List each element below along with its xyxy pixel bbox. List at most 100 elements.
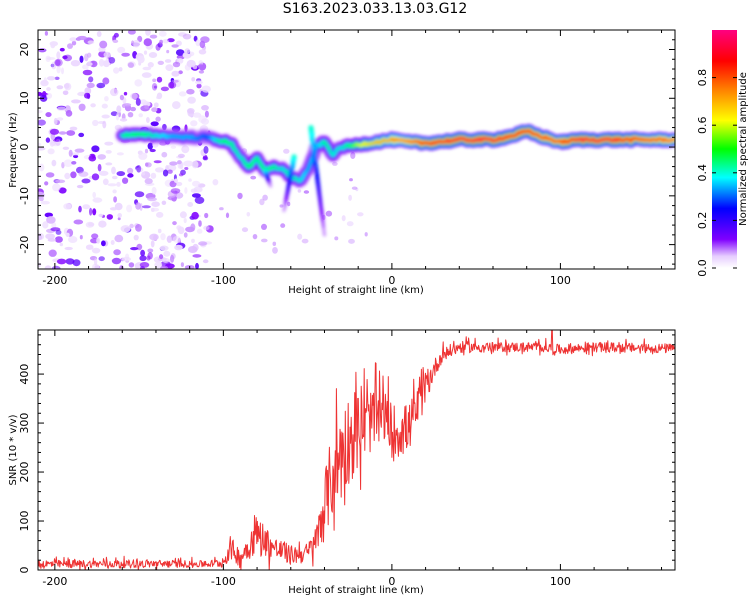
noise-blob — [110, 240, 115, 245]
noise-blob — [106, 214, 114, 220]
noise-blob — [157, 60, 164, 65]
colorbar: 0.0 0.2 0.4 0.6 0.8 Normalized spectral ampl… — [696, 30, 749, 277]
noise-blob — [163, 250, 171, 257]
noise-blob — [99, 40, 108, 49]
noise-blob — [84, 53, 89, 62]
noise-blob — [170, 188, 181, 194]
x-tick-label: -100 — [211, 575, 236, 588]
noise-blob — [128, 262, 135, 268]
noise-blob — [108, 57, 116, 64]
noise-blob — [130, 92, 138, 100]
noise-blob — [145, 30, 151, 36]
noise-blob — [195, 39, 201, 47]
noise-blob — [201, 85, 211, 93]
x-tick-label: 100 — [550, 274, 571, 287]
noise-blob — [203, 225, 210, 231]
top-y-axis-label: Frequency (Hz) — [8, 112, 19, 188]
y-tick-label: 200 — [18, 462, 31, 483]
noise-blob — [279, 204, 284, 208]
noise-blob — [212, 179, 219, 186]
noise-blob — [113, 67, 120, 74]
y-tick-label: 0 — [18, 144, 31, 151]
noise-blob — [183, 217, 187, 224]
noise-blob — [49, 139, 55, 147]
noise-blob — [115, 112, 120, 121]
noise-blob — [187, 96, 196, 104]
noise-blob — [159, 245, 169, 251]
noise-blob — [103, 51, 111, 58]
noise-blob — [116, 181, 121, 187]
noise-blob — [84, 87, 92, 95]
noise-blob — [46, 57, 56, 60]
y-tick-label: 20 — [18, 43, 31, 57]
noise-blob — [287, 201, 291, 207]
noise-blob — [92, 197, 103, 203]
noise-blob — [150, 172, 157, 179]
noise-blob — [160, 233, 166, 241]
noise-blob — [303, 190, 310, 194]
noise-blob — [64, 246, 73, 251]
noise-blob — [155, 116, 161, 122]
noise-blob — [346, 221, 354, 227]
top-x-axis-label: Height of straight line (km) — [288, 285, 424, 296]
noise-blob — [141, 72, 152, 78]
noise-blob — [86, 82, 95, 89]
top-x-ticks: -200 -100 0 100 — [42, 30, 663, 287]
snr-series-line — [38, 330, 675, 570]
noise-blob — [188, 178, 192, 182]
noise-blob — [42, 221, 49, 229]
noise-blob — [68, 236, 78, 243]
noise-blob — [153, 160, 162, 164]
noise-blob — [201, 105, 209, 111]
noise-blob — [192, 243, 199, 252]
snr-panel: -200 -100 0 100 0 100 200 300 400 Height of str… — [8, 329, 676, 596]
noise-blob — [180, 262, 184, 267]
noise-blob — [88, 155, 97, 162]
noise-blob — [122, 177, 129, 184]
noise-blob — [159, 254, 164, 260]
noise-blob — [142, 66, 152, 71]
noise-blob — [111, 257, 122, 265]
noise-blob — [350, 152, 356, 159]
noise-blob — [184, 167, 189, 170]
noise-blob — [56, 65, 61, 74]
noise-blob — [44, 181, 49, 186]
colorbar-ticks: 0.0 0.2 0.4 0.6 0.8 — [696, 69, 737, 277]
noise-blob — [146, 117, 150, 123]
bottom-x-axis-label: Height of straight line (km) — [288, 585, 424, 596]
bottom-y-ticks: 0 100 200 300 400 — [18, 334, 675, 574]
noise-blob — [190, 223, 196, 232]
noise-blob — [349, 178, 353, 182]
noise-blob — [77, 35, 87, 41]
noise-blob — [262, 194, 268, 201]
noise-blob — [141, 205, 151, 209]
noise-blob — [147, 248, 154, 253]
noise-blob — [137, 55, 145, 64]
noise-blob — [61, 67, 64, 75]
ridge-streak — [322, 227, 327, 237]
y-tick-label: 10 — [18, 91, 31, 105]
noise-blob — [250, 175, 257, 180]
noise-blob — [68, 149, 73, 157]
noise-blob — [183, 232, 188, 238]
noise-blob — [241, 227, 249, 233]
noise-blob — [104, 96, 109, 102]
noise-blob — [272, 241, 277, 246]
noise-blob — [46, 216, 56, 224]
noise-blob — [96, 82, 106, 89]
noise-blob — [73, 219, 84, 225]
noise-blob — [204, 110, 209, 118]
noise-blob — [139, 255, 147, 262]
noise-blob — [111, 166, 116, 175]
noise-blob — [114, 234, 124, 243]
noise-blob — [72, 259, 81, 267]
noise-blob — [69, 37, 77, 42]
noise-blob — [272, 247, 278, 254]
noise-blob — [38, 191, 45, 199]
noise-blob — [203, 146, 209, 154]
noise-blob — [92, 191, 96, 199]
x-tick-label: -200 — [42, 575, 67, 588]
noise-blob — [38, 196, 44, 202]
noise-blob — [166, 235, 173, 243]
